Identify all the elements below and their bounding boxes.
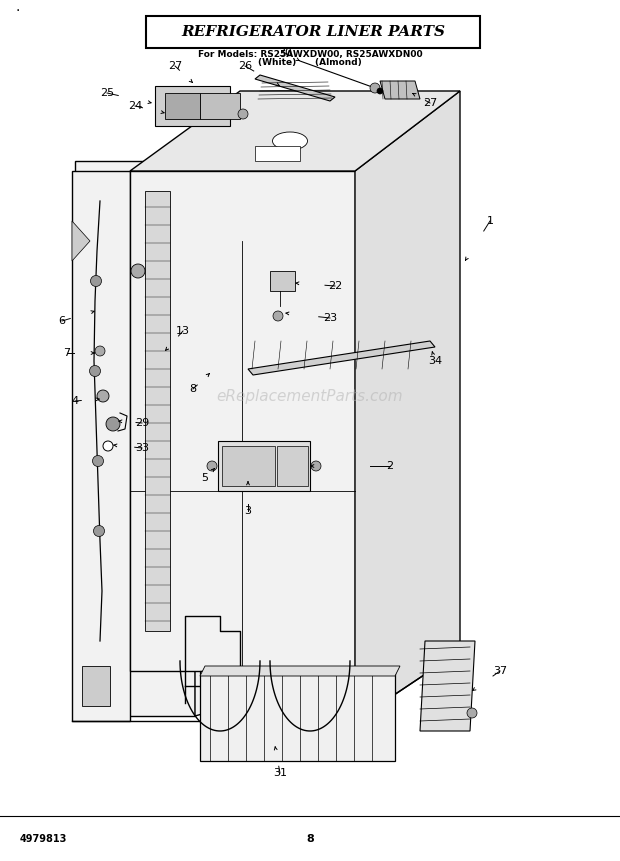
Text: 25: 25 [100,88,114,98]
Text: 29: 29 [135,418,149,428]
Polygon shape [277,446,308,486]
Circle shape [207,461,217,471]
Text: 7: 7 [63,348,71,358]
Text: (White)      (Almond): (White) (Almond) [258,59,362,67]
Text: 8: 8 [306,834,314,844]
Polygon shape [270,271,295,291]
Circle shape [311,461,321,471]
Text: For Models: RS25AWXDW00, RS25AWXDN00: For Models: RS25AWXDW00, RS25AWXDN00 [198,49,422,59]
Polygon shape [130,171,355,671]
Text: REFRIGERATOR LINER PARTS: REFRIGERATOR LINER PARTS [181,25,445,39]
Text: ·: · [16,4,20,18]
Polygon shape [200,93,240,119]
Text: 30: 30 [278,48,292,58]
Text: 8: 8 [190,384,197,394]
Polygon shape [200,671,395,761]
Text: 2: 2 [386,461,394,471]
Circle shape [92,455,104,467]
Text: 26: 26 [238,61,252,71]
Text: 27: 27 [168,61,182,71]
Polygon shape [130,91,460,171]
Text: 1: 1 [487,216,494,226]
Text: 4979813: 4979813 [20,834,68,844]
Ellipse shape [273,132,308,150]
Polygon shape [248,341,435,375]
Text: 3: 3 [244,506,252,516]
Text: 23: 23 [323,313,337,323]
Polygon shape [200,666,400,676]
Text: 31: 31 [273,768,287,778]
Text: 27: 27 [423,98,437,108]
Circle shape [106,417,120,431]
Circle shape [89,366,100,376]
Circle shape [131,264,145,278]
Polygon shape [355,91,460,721]
Text: 4: 4 [71,396,79,406]
Polygon shape [165,93,200,119]
FancyBboxPatch shape [146,16,480,48]
Text: 37: 37 [493,666,507,676]
Polygon shape [145,191,170,631]
Circle shape [238,109,248,119]
Polygon shape [255,146,300,161]
Text: 34: 34 [428,356,442,366]
Circle shape [467,708,477,718]
Polygon shape [222,446,275,486]
Circle shape [377,88,383,94]
Polygon shape [82,666,110,706]
Text: 13: 13 [176,326,190,336]
Polygon shape [420,641,475,731]
Text: 33: 33 [135,443,149,453]
Polygon shape [72,171,130,721]
Circle shape [370,83,380,93]
Text: 6: 6 [58,316,66,326]
Text: 5: 5 [202,473,208,483]
Polygon shape [155,86,230,126]
Circle shape [95,346,105,356]
Circle shape [94,525,105,536]
Polygon shape [218,441,310,491]
Polygon shape [75,161,195,716]
Polygon shape [195,141,390,716]
Circle shape [91,276,102,287]
Polygon shape [255,75,335,101]
Polygon shape [72,221,90,261]
Polygon shape [380,81,420,99]
Circle shape [103,441,113,451]
Circle shape [273,311,283,321]
Text: 22: 22 [328,281,342,291]
Text: eReplacementParts.com: eReplacementParts.com [216,388,404,404]
Circle shape [97,390,109,402]
Text: 24: 24 [128,101,142,111]
